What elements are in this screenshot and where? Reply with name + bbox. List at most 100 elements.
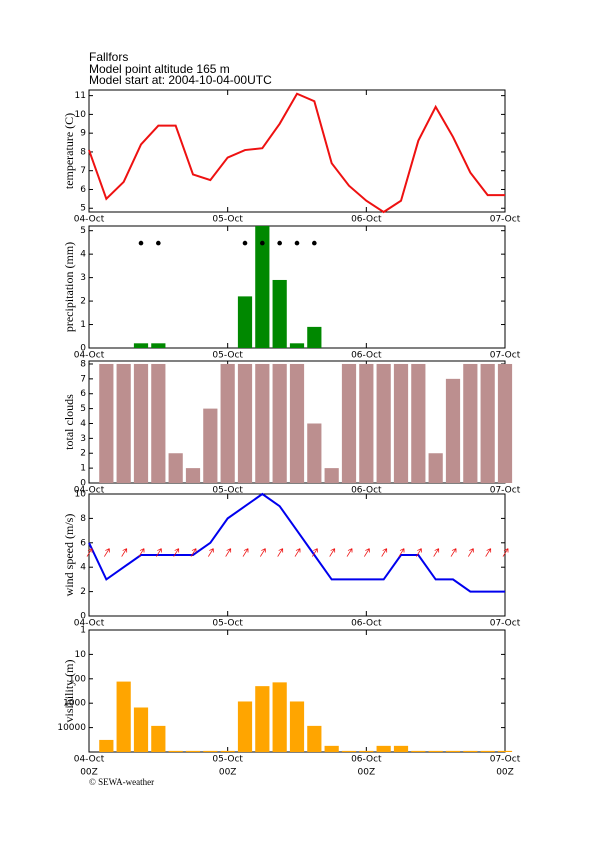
wind-arrow: [346, 548, 353, 557]
x-tick-label: 06-Oct: [351, 755, 382, 765]
y-tick-label: 1: [80, 464, 86, 474]
y-tick-label: 6: [80, 389, 86, 399]
plot-frame: [88, 493, 506, 617]
bar: [99, 363, 114, 483]
wind-arrow: [242, 548, 249, 557]
x-tick-label: 07-Oct: [490, 619, 521, 629]
header-line: Model point altitude 165 m: [89, 62, 230, 76]
bar: [133, 707, 149, 752]
bar: [393, 363, 409, 483]
bar: [376, 745, 391, 752]
wind-arrow: [485, 548, 492, 557]
wind-arrow: [103, 548, 110, 557]
y-tick-label: 5: [80, 404, 86, 414]
bar: [289, 343, 305, 348]
bar: [324, 745, 339, 752]
bar: [289, 701, 305, 752]
x-tick-label: 04-Oct: [74, 486, 105, 496]
bar: [185, 468, 201, 483]
bar: [480, 750, 495, 752]
bar: [359, 750, 374, 752]
x-sublabel: 00Z: [496, 768, 514, 778]
y-tick-label: 4: [80, 419, 86, 429]
bar: [151, 363, 166, 483]
y-tick-label: 3: [80, 273, 86, 283]
bar: [307, 326, 322, 348]
y-tick-label: 1000: [63, 699, 86, 709]
wind-arrow: [329, 548, 336, 557]
shower-dot: [312, 240, 317, 246]
x-tick-label: 05-Oct: [212, 619, 243, 629]
y-tick-label: 6: [80, 538, 86, 548]
bar: [255, 226, 270, 348]
wind-arrow: [502, 548, 509, 557]
wind-arrow: [259, 548, 266, 557]
wind-arrow: [225, 548, 232, 557]
x-tick-label: 04-Oct: [74, 351, 105, 361]
bar: [307, 423, 322, 483]
bar: [133, 343, 149, 348]
shower-dot: [260, 240, 265, 246]
x-tick-label: 05-Oct: [212, 351, 243, 361]
bar: [116, 681, 131, 752]
bar: [237, 363, 253, 483]
bar: [428, 453, 443, 483]
data-line: [88, 92, 505, 214]
x-tick-label: 06-Oct: [351, 619, 382, 629]
y-tick-label: 10: [75, 490, 87, 500]
wind-arrow: [121, 548, 128, 557]
y-tick-label: 7: [80, 374, 86, 384]
bar: [220, 750, 235, 752]
bar: [480, 363, 495, 483]
wind-arrow: [381, 548, 388, 557]
wind-arrow: [190, 548, 197, 557]
bar: [237, 701, 253, 752]
bar: [411, 750, 426, 752]
shower-dot: [294, 240, 300, 246]
bar: [341, 750, 357, 752]
y-tick-label: 8: [80, 147, 86, 157]
bar: [168, 750, 183, 752]
wind-arrow: [467, 548, 474, 557]
bar: [393, 745, 409, 752]
wind-arrow: [450, 548, 457, 557]
bar: [185, 750, 201, 752]
wind-arrow: [311, 548, 318, 557]
bar: [359, 363, 374, 483]
bar: [272, 363, 287, 483]
bar: [376, 363, 391, 483]
bar: [341, 363, 357, 483]
wind-arrow: [86, 548, 93, 557]
x-tick-label: 05-Oct: [212, 215, 243, 225]
wind-arrow: [415, 548, 422, 557]
bar: [99, 739, 114, 752]
bar: [272, 279, 287, 348]
y-tick-label: 0: [80, 344, 86, 354]
wind-arrow: [433, 548, 440, 557]
y-tick-label: 1: [80, 626, 86, 636]
y-tick-label: 10: [75, 650, 87, 660]
y-tick-label: 0: [80, 612, 86, 622]
wind-arrow: [138, 548, 145, 557]
y-axis-title: temperature (C): [62, 113, 76, 189]
x-tick-label: 06-Oct: [351, 486, 382, 496]
wind-arrow: [155, 548, 162, 557]
y-tick-label: 4: [80, 563, 86, 573]
x-tick-label: 07-Oct: [490, 351, 521, 361]
bar: [411, 363, 426, 483]
header-line: Model start at: 2004-10-04-00UTC: [89, 73, 272, 87]
bar: [255, 686, 270, 752]
x-tick-label: 06-Oct: [351, 215, 382, 225]
y-tick-label: 0: [80, 479, 86, 489]
x-tick-label: 05-Oct: [212, 755, 243, 765]
y-tick-label: 4: [80, 250, 86, 260]
y-tick-label: 8: [80, 514, 86, 524]
x-tick-label: 04-Oct: [74, 755, 105, 765]
bar: [463, 363, 478, 483]
shower-dot: [242, 240, 248, 246]
bar: [428, 750, 443, 752]
x-sublabel: 00Z: [80, 768, 98, 778]
wind-arrow: [398, 548, 405, 557]
x-tick-label: 06-Oct: [351, 351, 382, 361]
